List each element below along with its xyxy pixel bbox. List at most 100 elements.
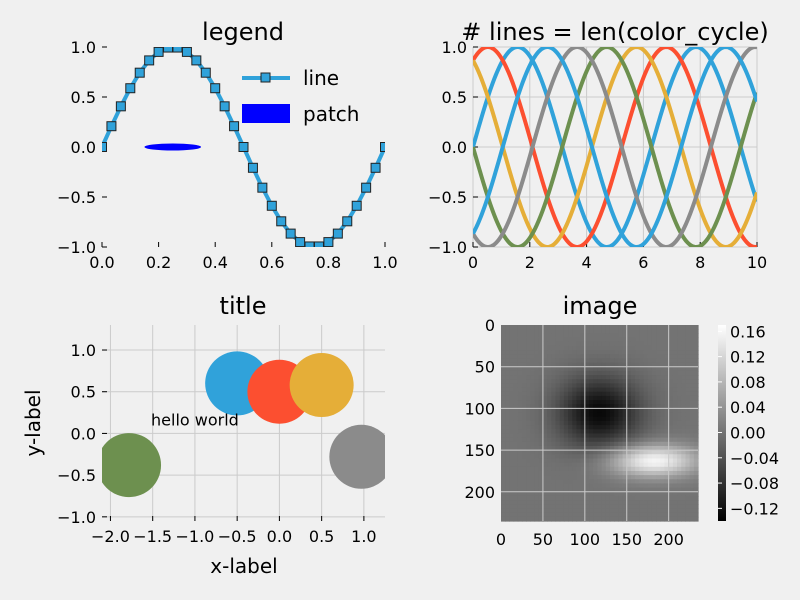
heatmap-cell: [517, 345, 523, 351]
heatmap-cell: [542, 450, 548, 455]
heatmap-cell: [630, 412, 636, 418]
heatmap-cell: [568, 479, 573, 485]
heatmap-cell: [643, 358, 649, 364]
heatmap-cell: [534, 375, 540, 380]
heatmap-cell: [672, 333, 678, 339]
y-tick-label: 0.0: [71, 138, 96, 157]
heatmap-cell: [568, 420, 573, 426]
heatmap-cell: [530, 366, 536, 372]
heatmap-cell: [643, 450, 649, 455]
heatmap-cell: [677, 350, 682, 355]
heatmap-cell: [643, 354, 649, 359]
heatmap-cell: [555, 458, 561, 464]
heatmap-cell: [693, 354, 699, 359]
heatmap-cell: [584, 420, 590, 426]
heatmap-cell: [593, 404, 598, 409]
heatmap-cell: [677, 416, 682, 422]
scatter-points: [102, 351, 385, 498]
heatmap-cell: [643, 516, 649, 522]
heatmap-cell: [501, 483, 506, 489]
heatmap-cell: [547, 429, 552, 435]
heatmap-cell: [656, 366, 661, 372]
heatmap-cell: [630, 366, 636, 372]
colorbar: [718, 325, 726, 521]
heatmap-cell: [651, 325, 657, 330]
heatmap-cell: [609, 383, 615, 389]
heatmap-cell: [526, 437, 531, 443]
heatmap-cell: [681, 433, 687, 439]
heatmap-cell: [551, 466, 557, 472]
heatmap-cell: [584, 450, 590, 455]
heatmap-cell: [630, 333, 636, 339]
heatmap-cell: [685, 366, 691, 372]
heatmap-cell: [635, 416, 640, 422]
heatmap-cell: [559, 475, 565, 480]
heatmap-cell: [589, 475, 594, 480]
heatmap-cell: [651, 379, 657, 384]
heatmap-cell: [626, 437, 632, 443]
heatmap-cell: [542, 408, 548, 414]
heatmap-cell: [551, 412, 557, 418]
heatmap-cell: [626, 420, 632, 426]
heatmap-cell: [542, 433, 548, 439]
heatmap-cell: [635, 325, 640, 330]
heatmap-cell: [605, 441, 611, 447]
heatmap-cell: [547, 425, 552, 430]
heatmap-cell: [689, 416, 695, 422]
heatmap-cell: [647, 475, 653, 480]
heatmap-cell: [643, 445, 649, 451]
heatmap-cell: [555, 412, 561, 418]
heatmap-cell: [559, 400, 565, 405]
heatmap-cell: [509, 475, 515, 480]
heatmap-cell: [668, 425, 674, 430]
heatmap-cell: [664, 450, 670, 455]
heatmap-cell: [572, 366, 578, 372]
heatmap-cell: [572, 345, 578, 351]
heatmap-cell: [513, 337, 519, 343]
heatmap-cell: [605, 504, 611, 510]
heatmap-cell: [530, 516, 536, 522]
heatmap-cell: [551, 345, 557, 351]
heatmap-cell: [517, 354, 523, 359]
heatmap-cell: [517, 516, 523, 522]
heatmap-cell: [526, 395, 531, 401]
heatmap-cell: [639, 387, 645, 393]
heatmap-cell: [509, 500, 515, 505]
heatmap-cell: [589, 333, 594, 339]
heatmap-cell: [572, 491, 578, 497]
heatmap-cell: [651, 387, 657, 393]
heatmap-cell: [551, 491, 557, 497]
heatmap-cell: [609, 454, 615, 460]
heatmap-cell: [643, 404, 649, 409]
heatmap-cell: [630, 416, 636, 422]
heatmap-cell: [639, 329, 645, 334]
heatmap-cell: [505, 391, 510, 397]
heatmap-cell: [685, 433, 691, 439]
heatmap-cell: [601, 383, 607, 389]
heatmap-cell: [547, 345, 552, 351]
heatmap-cell: [660, 329, 666, 334]
heatmap-cell: [593, 441, 598, 447]
heatmap-cell: [551, 479, 557, 485]
heatmap-cell: [505, 400, 510, 405]
heatmap-cell: [672, 504, 678, 510]
heatmap-cell: [601, 487, 607, 493]
x-tick-label: 0.8: [316, 253, 341, 272]
heatmap-cell: [647, 425, 653, 430]
heatmap-cell: [689, 366, 695, 372]
heatmap-cell: [668, 500, 674, 505]
heatmap-cell: [601, 450, 607, 455]
heatmap-cell: [563, 329, 569, 334]
heatmap-cell: [651, 416, 657, 422]
heatmap-cell: [509, 412, 515, 418]
heatmap-cell: [614, 379, 619, 384]
heatmap-cell: [609, 487, 615, 493]
heatmap-cell: [685, 345, 691, 351]
heatmap-cell: [672, 370, 678, 376]
heatmap-cell: [693, 479, 699, 485]
heatmap-cell: [672, 429, 678, 435]
heatmap-cell: [614, 404, 619, 409]
heatmap-cell: [601, 470, 607, 476]
heatmap-cell: [538, 466, 544, 472]
heatmap-cell: [584, 433, 590, 439]
